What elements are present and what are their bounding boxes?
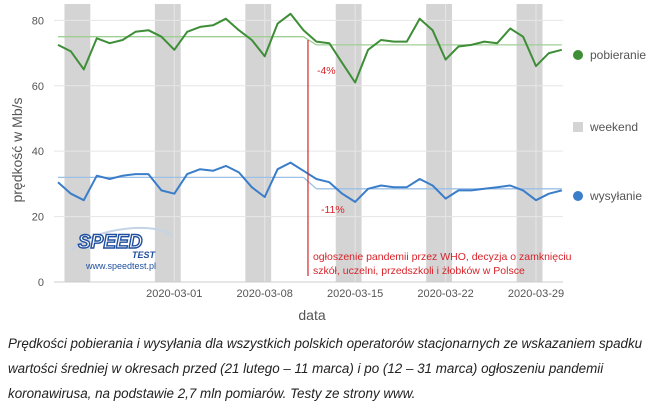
x-tick-label: 2020-03-22	[417, 288, 473, 300]
x-tick-label: 2020-03-01	[146, 288, 202, 300]
legend-upload-marker	[573, 191, 583, 201]
legend-weekend-label: weekend	[589, 120, 638, 134]
y-tick-label: 20	[32, 212, 44, 224]
weekend-band	[245, 4, 272, 282]
download-drop-annotation: -4%	[317, 65, 336, 77]
weekend-band	[516, 4, 543, 282]
legend-upload-label: wysyłanie	[589, 189, 642, 203]
figure-caption: Prędkości pobierania i wysyłania dla wsz…	[8, 336, 643, 401]
y-tick-label: 80	[32, 15, 44, 27]
average-line-transition	[303, 176, 317, 190]
average-line-transition	[303, 36, 317, 46]
logo-url: www.speedtest.pl	[85, 261, 156, 271]
logo-swoosh	[71, 226, 173, 251]
weekend-band	[335, 4, 362, 282]
legend-download-label: pobieranie	[590, 48, 646, 62]
event-annotation-line1: ogłoszenie pandemii przez WHO, decyzja o…	[313, 251, 572, 263]
logo-word-test: TEST	[132, 250, 157, 260]
y-tick-label: 0	[38, 277, 44, 289]
x-tick-labels: 2020-03-01 2020-03-08 2020-03-15 2020-03-22…	[146, 288, 564, 300]
y-tick-labels: 0 20 40 60 80	[32, 15, 44, 289]
event-annotation-line2: szkół, uczelni, przedszkoli i żłobków w …	[313, 265, 525, 277]
upload-drop-annotation: -11%	[321, 204, 345, 216]
x-tick-label: 2020-03-08	[237, 288, 293, 300]
series-lines	[57, 12, 563, 203]
weekend-band	[426, 4, 453, 282]
y-tick-label: 40	[32, 146, 44, 158]
weekend-bands	[64, 4, 543, 282]
legend-download-marker	[573, 50, 583, 60]
speedtest-logo: SPEED TEST www.speedtest.pl	[71, 226, 173, 271]
x-tick-label: 2020-03-15	[327, 288, 383, 300]
upload-series-line	[57, 161, 563, 203]
y-tick-label: 60	[32, 81, 44, 93]
y-axis-title: prędkość w Mb/s	[9, 97, 25, 202]
logo-word-speed: SPEED	[78, 232, 143, 253]
speed-chart: 0 20 40 60 80 2020-03-01 2020-03-08 2020-03-15…	[9, 4, 646, 323]
weekend-band	[154, 4, 181, 282]
x-tick-label: 2020-03-29	[508, 288, 564, 300]
average-lines	[58, 36, 562, 190]
x-axis-title: data	[298, 307, 325, 323]
download-series-line	[57, 12, 563, 84]
legend-weekend-marker	[573, 122, 583, 132]
legend: pobieranie weekend wysyłanie	[573, 48, 646, 203]
